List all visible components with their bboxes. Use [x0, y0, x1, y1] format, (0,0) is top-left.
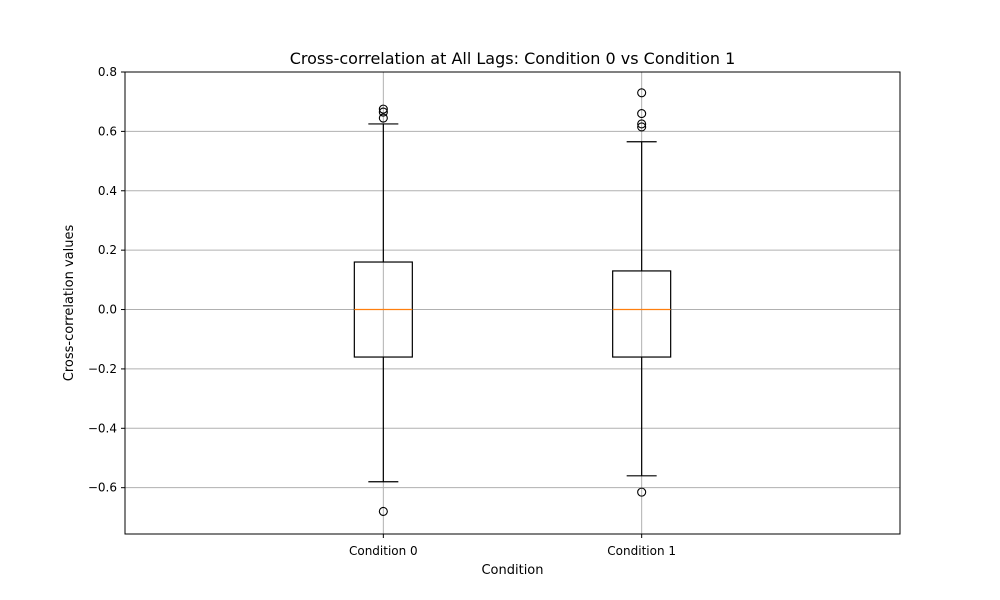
chart-title: Cross-correlation at All Lags: Condition… — [290, 49, 736, 68]
outlier-point — [637, 487, 647, 497]
y-axis-label: Cross-correlation values — [62, 225, 77, 382]
y-tick-label: 0.4 — [98, 184, 117, 198]
outlier-point — [378, 107, 388, 117]
axes-frame — [124, 71, 901, 535]
y-tick-label: 0.6 — [98, 124, 117, 138]
x-axis-label: Condition — [481, 563, 543, 578]
outlier-point — [637, 109, 647, 119]
outlier-point — [378, 113, 388, 123]
y-tick-label: −0.4 — [88, 421, 117, 435]
y-tick-label: −0.6 — [88, 481, 117, 495]
outlier-point — [378, 506, 388, 516]
x-tick-label: Condition 0 — [349, 544, 418, 558]
outlier-point — [378, 104, 388, 114]
x-tick-label: Condition 1 — [607, 544, 676, 558]
y-tick-label: 0.0 — [98, 303, 117, 317]
box-plot-condition-0 — [353, 104, 413, 516]
y-axis: −0.6 −0.4 −0.2 0.0 0.2 0.4 0.6 0.8 — [88, 65, 125, 495]
box-plot-condition-1 — [612, 88, 672, 497]
iqr-box — [612, 270, 672, 358]
y-tick-label: 0.8 — [98, 65, 117, 79]
plot-area — [353, 88, 672, 516]
outlier-point — [637, 88, 647, 98]
y-tick-label: 0.2 — [98, 243, 117, 257]
outlier-point — [637, 119, 647, 129]
outlier-point — [637, 122, 647, 132]
x-axis: Condition 0 Condition 1 — [349, 534, 676, 558]
y-tick-label: −0.2 — [88, 362, 117, 376]
